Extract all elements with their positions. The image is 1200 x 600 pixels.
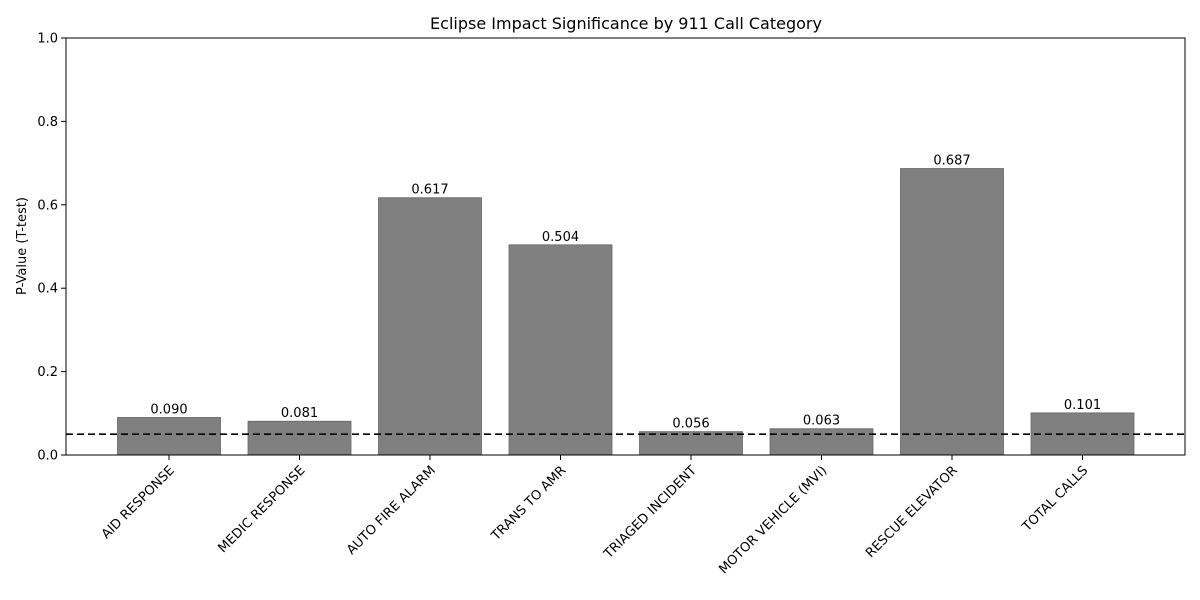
bar bbox=[639, 431, 743, 456]
y-tick-label: 1.0 bbox=[37, 32, 58, 47]
y-tick-label: 0.6 bbox=[37, 198, 58, 213]
plot-area-frame bbox=[65, 37, 1186, 456]
x-axis: AID RESPONSE MEDIC RESPONSE AUTO FIRE ALAR… bbox=[99, 455, 1091, 577]
y-tick-label: 0.0 bbox=[37, 449, 58, 464]
y-axis: 0.0 0.2 0.4 0.6 0.8 1.0 bbox=[37, 32, 66, 464]
bar bbox=[378, 197, 482, 456]
chart-title: Eclipse Impact Significance by 911 Call … bbox=[430, 14, 822, 33]
bar-value-label: 0.056 bbox=[672, 417, 709, 432]
y-tick-label: 0.4 bbox=[37, 282, 58, 297]
bar-value-label: 0.101 bbox=[1064, 398, 1101, 413]
bar bbox=[769, 428, 874, 456]
bar-series bbox=[117, 168, 1135, 456]
bar bbox=[508, 244, 613, 456]
y-tick-label: 0.8 bbox=[37, 115, 58, 130]
bar-value-label: 0.063 bbox=[803, 414, 840, 429]
x-tick-label: TRIAGED INCIDENT bbox=[601, 463, 700, 562]
x-tick-label: MEDIC RESPONSE bbox=[216, 463, 309, 556]
data-labels: 0.090 0.081 0.617 0.504 0.056 0.063 0.687 0.101 bbox=[150, 154, 1101, 432]
y-tick-label: 0.2 bbox=[37, 365, 58, 380]
x-tick-label: AID RESPONSE bbox=[99, 463, 178, 542]
bar bbox=[900, 168, 1004, 456]
x-tick-label: RESCUE ELEVATOR bbox=[863, 463, 961, 561]
bar-value-label: 0.081 bbox=[281, 406, 318, 421]
bar-value-label: 0.090 bbox=[150, 402, 187, 417]
bar bbox=[117, 417, 221, 456]
y-axis-title: P-Value (T-test) bbox=[15, 197, 30, 295]
bar bbox=[247, 420, 352, 456]
x-tick-label: AUTO FIRE ALARM bbox=[344, 463, 439, 558]
bar-value-label: 0.504 bbox=[542, 230, 579, 245]
x-tick-label: TOTAL CALLS bbox=[1019, 463, 1091, 535]
x-tick-label: MOTOR VEHICLE (MVI) bbox=[716, 463, 830, 577]
bar-value-label: 0.617 bbox=[411, 183, 448, 198]
x-tick-label: TRANS TO AMR bbox=[488, 463, 569, 544]
bar-value-label: 0.687 bbox=[933, 154, 970, 169]
